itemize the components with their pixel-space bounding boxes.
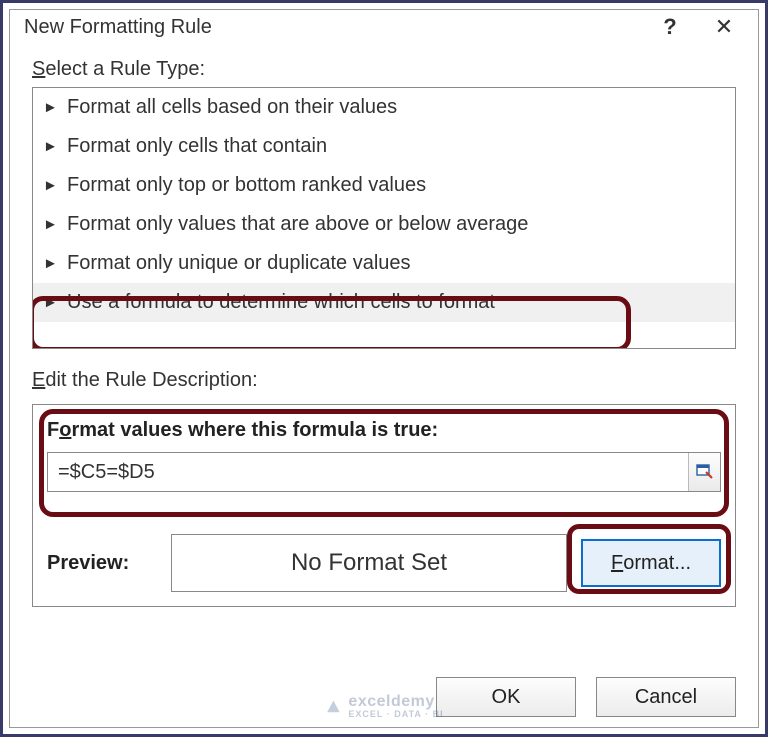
preview-box: No Format Set xyxy=(171,534,567,592)
bullet-icon: ► xyxy=(43,135,61,158)
rule-type-item[interactable]: ► Format only unique or duplicate values xyxy=(33,244,735,283)
formula-input[interactable] xyxy=(48,453,688,491)
titlebar: New Formatting Rule ? ✕ xyxy=(10,10,758,42)
bullet-icon: ► xyxy=(43,291,61,314)
close-icon[interactable]: ✕ xyxy=(700,14,748,40)
select-rule-type-label: Select a Rule Type: xyxy=(32,58,736,81)
dialog-button-row: OK Cancel xyxy=(10,665,758,727)
ok-button[interactable]: OK xyxy=(436,677,576,717)
preview-label: Preview: xyxy=(47,552,157,575)
rule-type-item-selected[interactable]: ► Use a formula to determine which cells… xyxy=(33,283,735,322)
collapse-dialog-icon[interactable] xyxy=(688,453,720,491)
bullet-icon: ► xyxy=(43,252,61,275)
bullet-icon: ► xyxy=(43,174,61,197)
dialog-title: New Formatting Rule xyxy=(24,16,650,39)
rule-type-item[interactable]: ► Format only values that are above or b… xyxy=(33,205,735,244)
format-button[interactable]: Format... xyxy=(581,539,721,587)
cancel-button[interactable]: Cancel xyxy=(596,677,736,717)
bullet-icon: ► xyxy=(43,213,61,236)
rule-type-item[interactable]: ► Format all cells based on their values xyxy=(33,88,735,127)
help-icon[interactable]: ? xyxy=(650,14,690,40)
rule-type-item[interactable]: ► Format only cells that contain xyxy=(33,127,735,166)
rule-type-item[interactable]: ► Format only top or bottom ranked value… xyxy=(33,166,735,205)
edit-rule-description-label: Edit the Rule Description: xyxy=(32,369,736,392)
rule-type-list[interactable]: ► Format all cells based on their values… xyxy=(32,87,736,349)
bullet-icon: ► xyxy=(43,96,61,119)
rule-description-box: Format values where this formula is true… xyxy=(32,404,736,607)
formula-input-row xyxy=(47,452,721,492)
new-formatting-rule-dialog: New Formatting Rule ? ✕ Select a Rule Ty… xyxy=(9,9,759,728)
formula-label: Format values where this formula is true… xyxy=(47,419,721,442)
preview-row: Preview: No Format Set Format... xyxy=(43,534,725,592)
